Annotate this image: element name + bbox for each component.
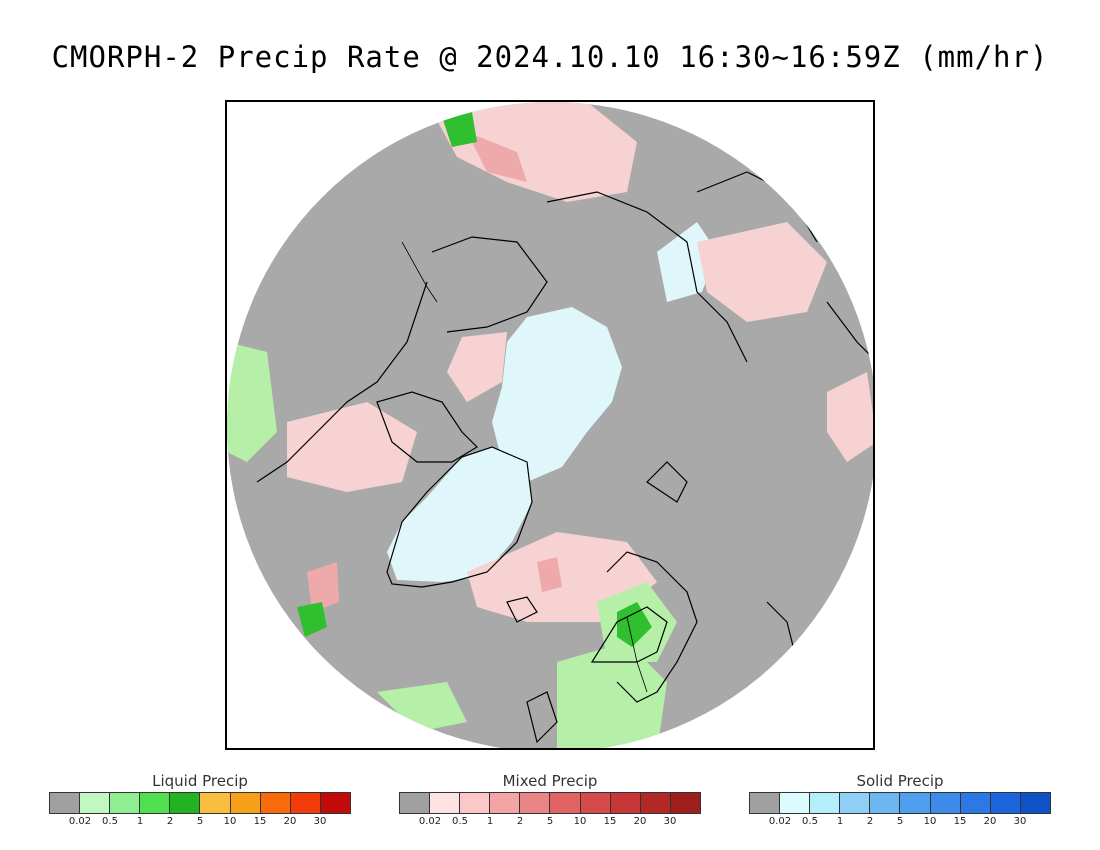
legend-tick-label: 10 (923, 816, 937, 827)
mixed-precip-core-bering (467, 132, 527, 182)
map-frame (225, 100, 875, 750)
legend-swatch (200, 793, 231, 813)
legend-swatch (780, 793, 811, 813)
mixed-precip-area-russia (827, 372, 873, 462)
legend-swatch (290, 793, 321, 813)
mixed-precip-area-siberia (697, 222, 827, 322)
legend-swatch (750, 793, 781, 813)
liquid-precip-core-labrador (297, 602, 327, 637)
mixed-precip-core-norwegian-sea (537, 557, 562, 592)
legend-swatch (670, 793, 700, 813)
legend-swatch (430, 793, 461, 813)
mixed-precip-area-bering (427, 102, 637, 202)
legend-tick-label: 0.02 (68, 816, 92, 827)
legend-swatch (460, 793, 491, 813)
legend-tick-label: 0.5 (102, 816, 118, 827)
legend-ticks: 0.02 0.5 1 2 5 10 15 20 30 (749, 814, 1051, 828)
legend-tick-label: 5 (196, 816, 204, 827)
legend-ticks: 0.02 0.5 1 2 5 10 15 20 30 (49, 814, 351, 828)
legend-tick-label: 10 (223, 816, 237, 827)
greenland-ice-area (387, 447, 532, 582)
legend-tick-label: 1 (486, 816, 494, 827)
liquid-precip-area-west (227, 342, 277, 462)
legend-tick-label: 2 (166, 816, 174, 827)
legend-swatch (260, 793, 291, 813)
legend-swatch (900, 793, 931, 813)
legend-tick-label: 20 (633, 816, 647, 827)
legend-tick-label: 5 (546, 816, 554, 827)
liquid-precip-core-sweden (617, 602, 652, 647)
legend-tick-label: 30 (313, 816, 327, 827)
legend-tick-label: 0.02 (418, 816, 442, 827)
legend-swatch (550, 793, 581, 813)
mixed-precip-area-canada (287, 402, 417, 492)
legend-ticks: 0.02 0.5 1 2 5 10 15 20 30 (399, 814, 701, 828)
legend-swatch (640, 793, 671, 813)
legend-colorbar (399, 792, 701, 814)
legend-swatch (170, 793, 201, 813)
legend-solid-precip: Solid Precip 0.02 0.5 1 2 5 10 15 20 30 (749, 772, 1051, 828)
legend-title: Liquid Precip (152, 772, 248, 790)
legend-tick-label: 20 (983, 816, 997, 827)
legend-swatch (80, 793, 111, 813)
liquid-precip-area-atlantic-sw (377, 682, 467, 732)
legend-colorbar (749, 792, 1051, 814)
legend-swatch (580, 793, 611, 813)
legend-swatch (50, 793, 81, 813)
coastlines (256, 171, 873, 744)
legend-swatch (1020, 793, 1050, 813)
legend-tick-label: 0.02 (768, 816, 792, 827)
legend-tick-label: 20 (283, 816, 297, 827)
liquid-precip-core-bering (442, 112, 477, 147)
legend-swatch (320, 793, 350, 813)
map-title: CMORPH-2 Precip Rate @ 2024.10.10 16:30~… (51, 40, 1049, 74)
legend-swatch (110, 793, 141, 813)
arctic-sea-ice-area (492, 307, 622, 482)
legend-tick-label: 0.5 (802, 816, 818, 827)
legend-tick-label: 15 (603, 816, 617, 827)
legend-tick-label: 1 (836, 816, 844, 827)
country-borders (401, 241, 648, 693)
legend-swatch (930, 793, 961, 813)
legend-tick-label: 2 (516, 816, 524, 827)
legend-title: Mixed Precip (502, 772, 598, 790)
legend-swatch (840, 793, 871, 813)
legend-tick-label: 10 (573, 816, 587, 827)
legend-tick-label: 5 (896, 816, 904, 827)
legend-tick-label: 2 (866, 816, 874, 827)
mixed-precip-core-labrador (307, 562, 339, 612)
legend-swatch (960, 793, 991, 813)
legend-tick-label: 1 (136, 816, 144, 827)
legend-swatch (140, 793, 171, 813)
legend-liquid-precip: Liquid Precip 0.02 0.5 1 2 5 10 15 20 30 (49, 772, 351, 828)
legend-swatch (870, 793, 901, 813)
legend-swatch (810, 793, 841, 813)
legend-tick-label: 0.5 (452, 816, 468, 827)
legend-colorbar (49, 792, 351, 814)
legend-tick-label: 30 (1013, 816, 1027, 827)
legend-tick-label: 30 (663, 816, 677, 827)
legend-tick-label: 15 (253, 816, 267, 827)
legend-swatch (520, 793, 551, 813)
mixed-precip-area-arctic-rim (447, 332, 507, 402)
legend-swatch (400, 793, 431, 813)
legend-mixed-precip: Mixed Precip 0.02 0.5 1 2 5 10 15 20 30 (399, 772, 701, 828)
legend-swatch (990, 793, 1021, 813)
legend-swatch (610, 793, 641, 813)
legend-title: Solid Precip (856, 772, 944, 790)
legend-swatch (230, 793, 261, 813)
legend-tick-label: 15 (953, 816, 967, 827)
legend-swatch (490, 793, 521, 813)
polar-map (227, 102, 873, 748)
